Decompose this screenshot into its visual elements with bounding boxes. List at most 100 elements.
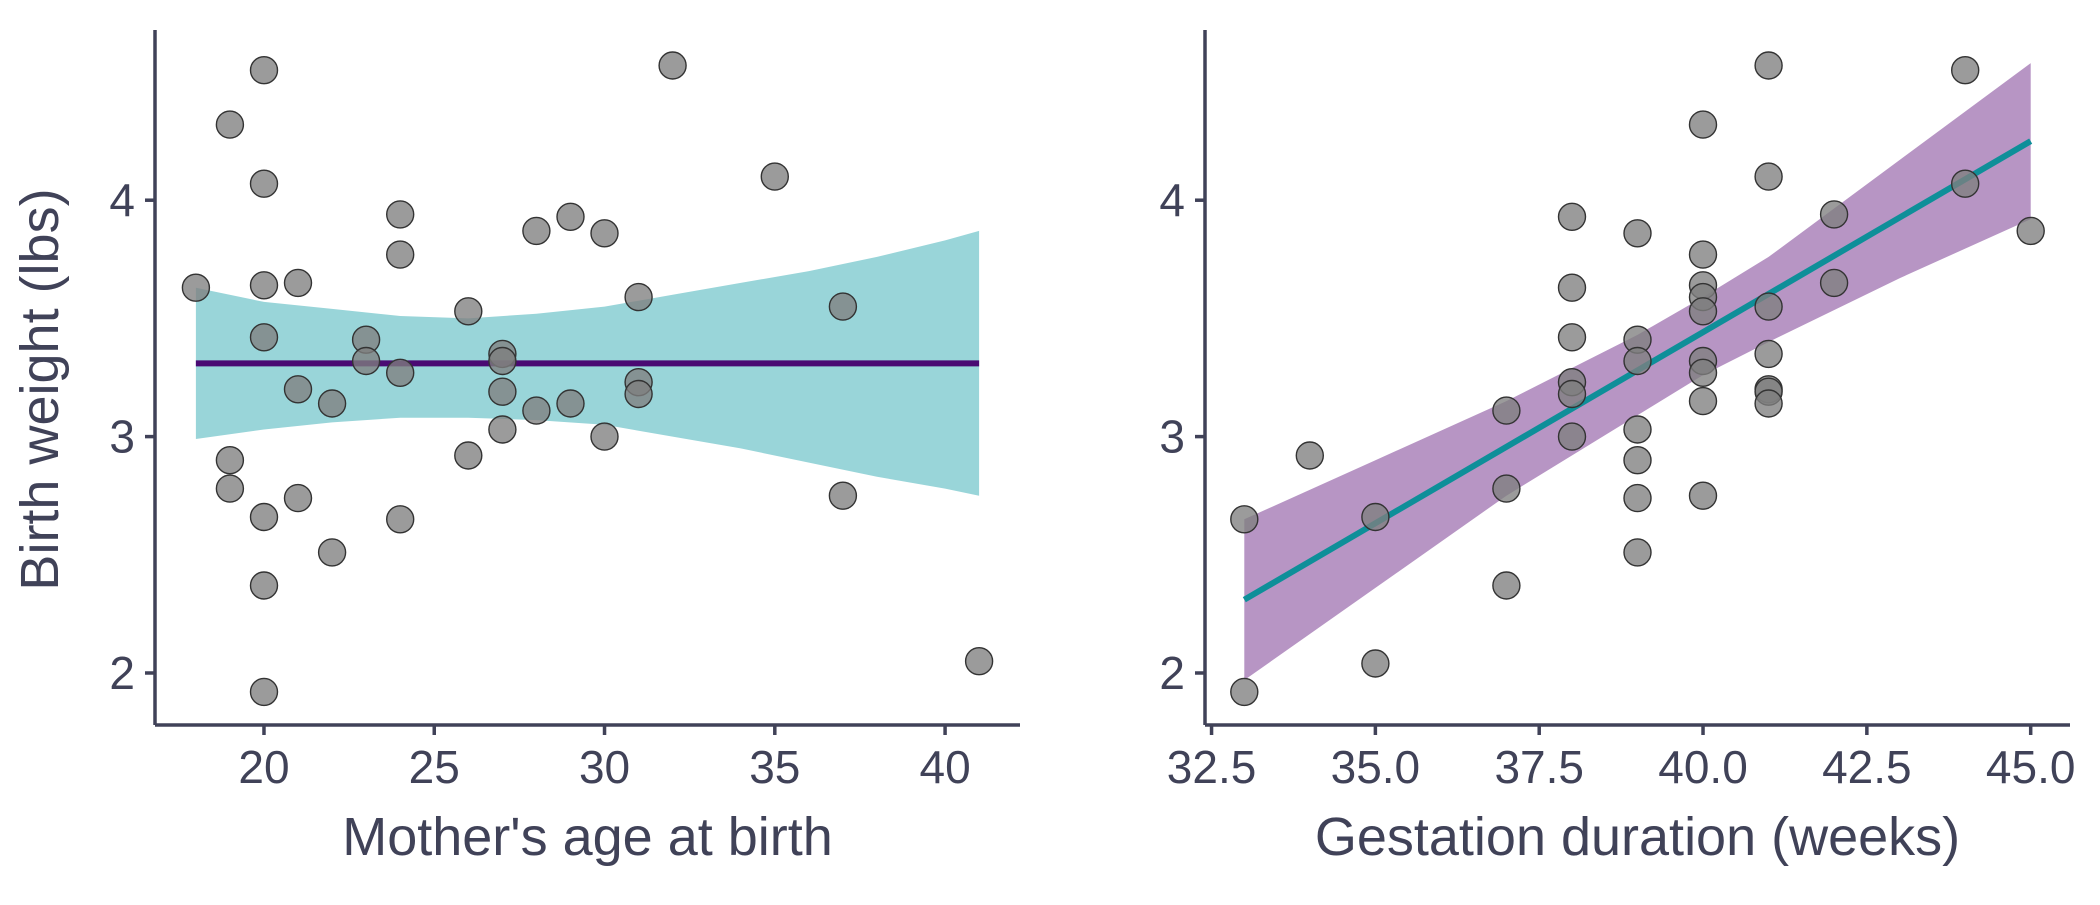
data-point	[215, 446, 245, 475]
data-points	[181, 51, 994, 707]
x-tick-label: 40	[919, 741, 970, 793]
data-point	[249, 271, 279, 300]
panel-gestation-duration: 2 3 4 32.5 35.0 37.5 40.0 42.5 45.0 Gestation dur…	[1159, 30, 2075, 867]
data-point	[522, 396, 551, 425]
data-point	[283, 483, 313, 513]
data-point	[249, 55, 279, 85]
data-point	[215, 474, 245, 503]
data-point	[1492, 396, 1521, 425]
data-point	[1819, 268, 1849, 298]
data-point	[658, 51, 687, 80]
data-point	[1688, 110, 1718, 139]
data-point	[1754, 389, 1783, 418]
data-point	[1623, 483, 1652, 513]
data-point	[249, 571, 279, 600]
data-point	[1295, 441, 1325, 470]
data-point	[1492, 474, 1521, 503]
data-point	[454, 297, 483, 326]
data-point	[522, 216, 551, 246]
data-point	[1688, 240, 1718, 269]
data-point	[215, 110, 245, 139]
y-tick-label: 3	[1159, 411, 1185, 463]
data-point	[1557, 422, 1587, 451]
data-point	[386, 358, 415, 387]
y-axis-title: Birth weight (lbs)	[10, 188, 70, 590]
data-point	[283, 375, 313, 404]
x-tick-label: 35	[749, 741, 800, 793]
data-point	[317, 389, 347, 418]
data-point	[828, 292, 858, 321]
data-point	[1688, 297, 1718, 326]
data-point	[590, 422, 619, 451]
data-point	[1950, 55, 1980, 85]
data-point	[1557, 323, 1587, 352]
data-point	[317, 538, 347, 567]
x-tick-label: 32.5	[1167, 741, 1257, 793]
data-point	[828, 481, 858, 510]
data-point	[1230, 677, 1259, 707]
y-tick-label: 2	[109, 647, 135, 699]
x-axis-title: Mother's age at birth	[342, 807, 833, 867]
data-point	[283, 268, 313, 298]
data-point	[249, 323, 279, 352]
data-point	[1492, 571, 1521, 600]
data-point	[386, 505, 415, 534]
data-point	[249, 502, 279, 532]
x-tick-label: 45.0	[1986, 741, 2076, 793]
data-point	[1819, 200, 1849, 229]
data-point	[590, 219, 619, 248]
data-point	[964, 647, 994, 676]
x-tick-label: 37.5	[1494, 741, 1584, 793]
data-point	[1557, 379, 1587, 409]
data-point	[1688, 481, 1718, 510]
data-point	[556, 389, 585, 418]
x-tick-label: 25	[409, 741, 460, 793]
data-point	[386, 240, 415, 269]
data-point	[1623, 219, 1652, 248]
data-point	[1361, 502, 1390, 532]
data-point	[1623, 415, 1652, 444]
data-point	[488, 346, 517, 376]
x-tick-label: 30	[579, 741, 630, 793]
data-point	[1688, 386, 1718, 416]
data-point	[488, 415, 517, 444]
data-point	[760, 162, 789, 191]
x-axis-title: Gestation duration (weeks)	[1315, 807, 1960, 867]
data-point	[1557, 273, 1587, 302]
data-point	[1754, 339, 1783, 369]
data-point	[2016, 216, 2045, 246]
y-tick-label: 4	[109, 174, 135, 226]
y-tick-label: 2	[1159, 647, 1185, 699]
data-point	[181, 273, 211, 302]
data-point	[1623, 346, 1652, 376]
x-tick-label: 42.5	[1822, 741, 1912, 793]
x-tick-label: 20	[238, 741, 289, 793]
data-point	[1623, 446, 1652, 475]
x-tick-label: 35.0	[1331, 741, 1421, 793]
data-point	[624, 282, 653, 312]
panel-mother-age: 2 3 4 20 25 30 35 40 Mother's age at birth Birth …	[10, 30, 1020, 867]
y-tick-label: 3	[109, 411, 135, 463]
data-point	[249, 677, 279, 707]
data-point	[454, 441, 483, 470]
data-point	[488, 377, 517, 406]
data-point	[556, 202, 585, 232]
data-point	[1230, 505, 1259, 534]
data-point	[249, 169, 279, 198]
x-tick-label: 40.0	[1658, 741, 1748, 793]
data-point	[1950, 169, 1980, 198]
y-tick-label: 4	[1159, 174, 1185, 226]
data-point	[351, 346, 381, 376]
data-point	[1623, 538, 1652, 567]
data-points	[1230, 51, 2045, 707]
data-point	[386, 200, 415, 229]
data-point	[1754, 162, 1783, 191]
data-point	[1754, 292, 1783, 321]
data-point	[1754, 51, 1783, 80]
data-point	[1688, 358, 1718, 387]
data-point	[624, 379, 653, 409]
data-point	[1361, 649, 1390, 678]
data-point	[1557, 202, 1587, 232]
